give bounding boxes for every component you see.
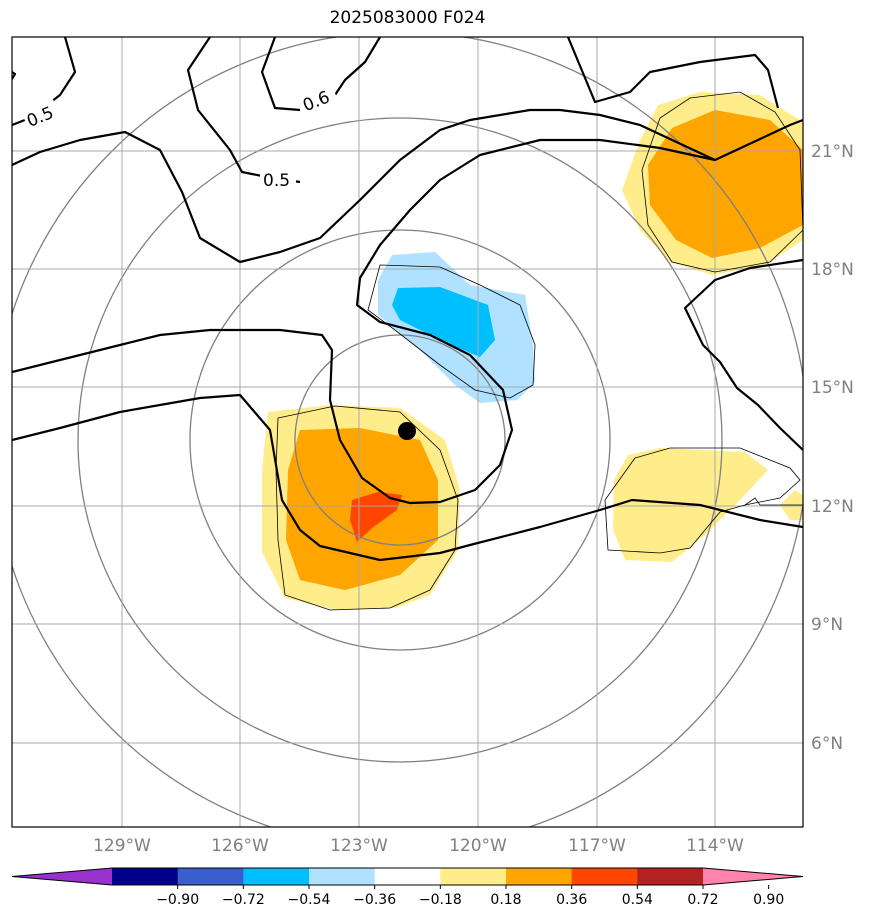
lat-label-1: 18°N	[811, 260, 854, 280]
colorbar-segment	[506, 868, 573, 885]
colorbar-tick-label: −0.72	[222, 892, 265, 908]
thick-contours	[12, 37, 803, 562]
colorbar-tick-label: 0.54	[622, 892, 653, 908]
contour-line	[12, 393, 803, 562]
colorbar-segment	[440, 868, 507, 885]
colorbar-extend-min	[12, 868, 112, 885]
contour-line	[566, 37, 780, 109]
colorbar-segment	[637, 868, 704, 885]
colorbar-tick-label: −0.18	[419, 892, 462, 908]
anomaly-outlines	[275, 91, 803, 611]
contour-line	[12, 138, 716, 505]
colorbar-tick-label: 0.18	[490, 892, 521, 908]
colorbar-segment	[112, 868, 179, 885]
lat-labels: 21°N 18°N 15°N 12°N 9°N 6°N	[811, 142, 854, 754]
colorbar-segment	[309, 868, 376, 885]
map-frame	[11, 36, 804, 828]
colorbar-segment	[177, 868, 244, 885]
colorbar-tick-label: −0.54	[288, 892, 331, 908]
range-ring-2	[189, 229, 611, 651]
contour-line	[334, 37, 381, 96]
lon-labels: 129°W 126°W 123°W 120°W 117°W 114°W	[93, 836, 744, 856]
lon-label-1: 126°W	[211, 836, 269, 856]
contour-line	[12, 108, 803, 264]
range-ring-3	[77, 117, 723, 763]
contour-label-bg	[297, 82, 339, 116]
range-rings	[12, 37, 803, 827]
contour-label-bg	[21, 98, 61, 132]
shade-c-red	[350, 492, 402, 542]
contour-label-bg	[260, 168, 296, 190]
outline-ne	[641, 91, 803, 273]
lat-label-5: 6°N	[811, 734, 843, 754]
contour-line	[260, 37, 301, 112]
contour-line	[12, 71, 17, 81]
colorbar-tick-label: 0.36	[556, 892, 587, 908]
colorbar-tick-label: −0.36	[353, 892, 396, 908]
lat-label-4: 9°N	[811, 615, 843, 635]
lat-label-3: 12°N	[811, 497, 854, 517]
outline-central	[275, 405, 459, 611]
lon-label-4: 117°W	[568, 836, 626, 856]
colorbar-tick-label: −0.90	[156, 892, 199, 908]
colorbar-extend-max	[703, 868, 803, 885]
colorbar: −0.90 −0.72 −0.54 −0.36 −0.18 0.18 0.36 0.54 0.7…	[11, 867, 804, 908]
colorbar-tick-label: 0.90	[753, 892, 784, 908]
colorbar-segment	[571, 868, 638, 885]
colorbar-segment	[243, 868, 310, 885]
shade-cold-deep	[392, 287, 495, 357]
chart-title: 2025083000 F024	[329, 8, 486, 28]
lon-label-5: 114°W	[686, 836, 744, 856]
lon-label-0: 129°W	[93, 836, 151, 856]
colorbar-segment	[374, 868, 441, 885]
colorbar-outline	[11, 867, 804, 886]
storm-center-marker	[398, 422, 416, 440]
outline-east-edge	[744, 497, 803, 506]
lat-label-2: 15°N	[811, 378, 854, 398]
colorbar-tick-label: 0.72	[687, 892, 718, 908]
contour-line	[683, 258, 803, 451]
lon-label-2: 123°W	[330, 836, 388, 856]
outline-cold	[367, 264, 536, 399]
lon-label-3: 120°W	[449, 836, 507, 856]
contour-line	[12, 37, 77, 127]
lat-label-0: 21°N	[811, 142, 854, 162]
contour-label-2: 0.5	[263, 171, 290, 191]
range-ring-1	[294, 334, 506, 546]
